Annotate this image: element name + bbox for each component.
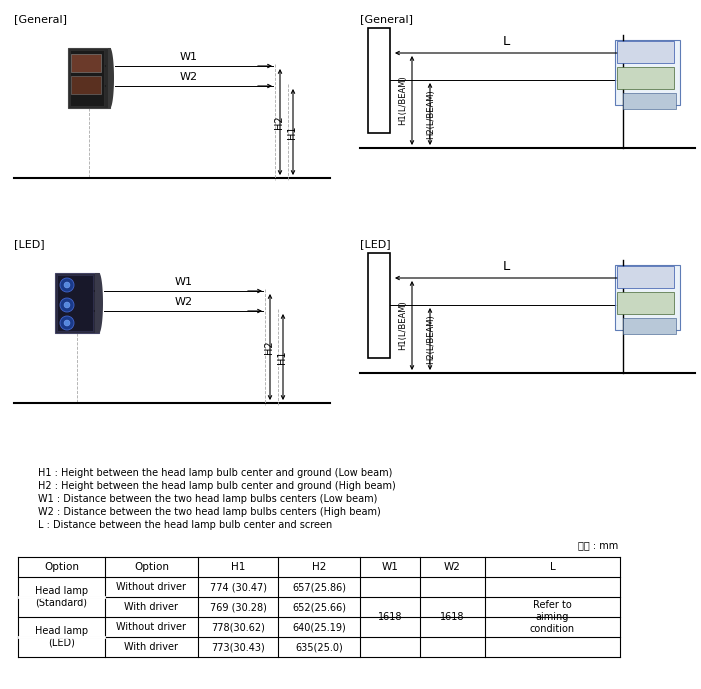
Bar — [68, 48, 110, 108]
Text: W2: W2 — [444, 562, 461, 572]
Text: W2: W2 — [175, 297, 193, 307]
Text: W2 : Distance between the two head lamp bulbs centers (High beam): W2 : Distance between the two head lamp … — [38, 507, 381, 517]
Circle shape — [64, 282, 70, 288]
Bar — [368, 28, 390, 133]
Bar — [623, 93, 676, 109]
Bar — [57, 275, 93, 331]
Text: H2(L/BEAM): H2(L/BEAM) — [426, 314, 435, 364]
Circle shape — [64, 302, 70, 308]
Text: W1: W1 — [381, 562, 398, 572]
Text: L: L — [503, 260, 510, 273]
Bar — [617, 266, 674, 288]
Text: H2: H2 — [264, 340, 274, 354]
Bar — [617, 67, 674, 89]
Circle shape — [64, 320, 70, 326]
Text: 1618: 1618 — [440, 612, 465, 622]
Bar — [617, 292, 674, 314]
Text: W2: W2 — [180, 72, 198, 82]
Bar — [368, 253, 390, 358]
Circle shape — [60, 298, 74, 312]
Text: [General]: [General] — [14, 14, 67, 24]
Circle shape — [60, 316, 74, 330]
Text: H1(L/BEAM): H1(L/BEAM) — [398, 300, 407, 351]
Text: Head lamp
(LED): Head lamp (LED) — [35, 626, 88, 648]
Text: H2: H2 — [312, 562, 326, 572]
Text: 635(25.0): 635(25.0) — [295, 642, 343, 652]
Bar — [71, 76, 101, 94]
Text: H1 : Height between the head lamp bulb center and ground (Low beam): H1 : Height between the head lamp bulb c… — [38, 468, 393, 478]
Bar — [55, 273, 99, 333]
Text: [LED]: [LED] — [360, 239, 390, 249]
Text: 단위 : mm: 단위 : mm — [578, 540, 618, 550]
Text: L: L — [503, 35, 510, 48]
Text: 1618: 1618 — [378, 612, 402, 622]
Text: H1: H1 — [231, 562, 245, 572]
Text: H1: H1 — [277, 350, 287, 364]
Text: Option: Option — [44, 562, 79, 572]
Text: H2(L/BEAM): H2(L/BEAM) — [426, 89, 435, 139]
Bar — [615, 40, 680, 105]
Text: With driver: With driver — [125, 602, 179, 612]
Text: Without driver: Without driver — [116, 622, 186, 632]
Bar — [623, 318, 676, 334]
Text: L: L — [550, 562, 555, 572]
Text: 773(30.43): 773(30.43) — [211, 642, 265, 652]
Circle shape — [60, 278, 74, 292]
Text: H1(L/BEAM): H1(L/BEAM) — [398, 76, 407, 125]
Text: Refer to
aiming
condition: Refer to aiming condition — [530, 600, 575, 634]
Text: [LED]: [LED] — [14, 239, 45, 249]
Text: L : Distance between the head lamp bulb center and screen: L : Distance between the head lamp bulb … — [38, 520, 332, 530]
Text: 652(25.66): 652(25.66) — [292, 602, 346, 612]
Text: H2 : Height between the head lamp bulb center and ground (High beam): H2 : Height between the head lamp bulb c… — [38, 481, 396, 491]
Text: 769 (30.28): 769 (30.28) — [210, 602, 266, 612]
Bar — [617, 41, 674, 63]
Text: Without driver: Without driver — [116, 582, 186, 592]
Text: [General]: [General] — [360, 14, 413, 24]
Bar — [71, 54, 101, 72]
Bar — [615, 265, 680, 330]
Text: 640(25.19): 640(25.19) — [292, 622, 346, 632]
Text: 657(25.86): 657(25.86) — [292, 582, 346, 592]
Text: 778(30.62): 778(30.62) — [211, 622, 265, 632]
Text: W1: W1 — [175, 277, 193, 287]
Text: With driver: With driver — [125, 642, 179, 652]
Text: W1 : Distance between the two head lamp bulbs centers (Low beam): W1 : Distance between the two head lamp … — [38, 494, 377, 504]
Text: Head lamp
(Standard): Head lamp (Standard) — [35, 586, 88, 608]
Bar — [70, 50, 104, 106]
Text: Option: Option — [134, 562, 169, 572]
Text: W1: W1 — [180, 52, 198, 62]
Text: H1: H1 — [287, 125, 297, 138]
Text: 774 (30.47): 774 (30.47) — [210, 582, 266, 592]
Text: H2: H2 — [274, 115, 284, 129]
